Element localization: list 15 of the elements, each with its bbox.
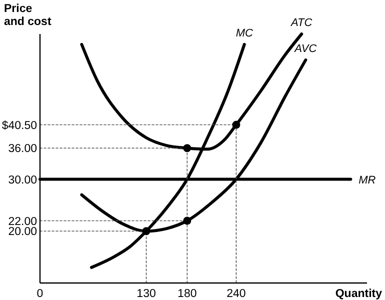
y-tick-label: 22.00 — [8, 216, 37, 228]
y-axis-title: Price and cost — [4, 3, 52, 28]
x-axis-title: Quantity — [335, 288, 383, 300]
x-tick-label: 180 — [178, 288, 197, 300]
y-tick-label: 20.00 — [8, 226, 37, 238]
series-label: AVC — [294, 42, 317, 55]
y-tick-label: 36.00 — [8, 143, 37, 156]
series-label: MC — [236, 27, 253, 40]
y-tick-label: $40.50 — [2, 120, 37, 132]
x-tick-label: 0 — [36, 288, 44, 300]
y-tick-label: 30.00 — [8, 174, 37, 186]
x-tick-label: 240 — [226, 288, 246, 300]
series-label: MR — [358, 174, 376, 186]
x-tick-label: 130 — [136, 288, 156, 300]
series-label: ATC — [290, 17, 312, 29]
